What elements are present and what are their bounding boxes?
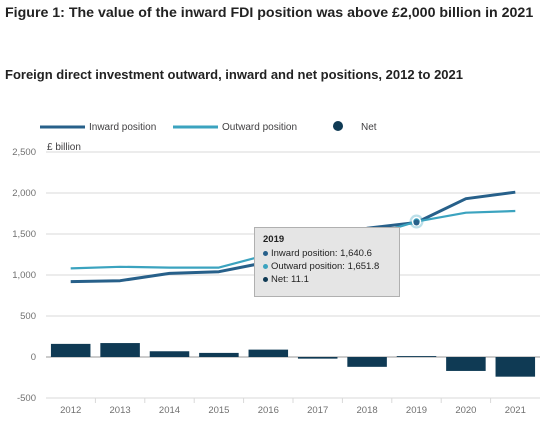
tooltip: 2019 Inward position: 1,640.6 Outward po… <box>254 227 400 297</box>
net-bar <box>347 357 387 367</box>
x-tick-label: 2013 <box>110 405 131 416</box>
net-bar <box>248 349 289 357</box>
chart-subtitle: Foreign direct investment outward, inwar… <box>5 67 463 82</box>
x-tick-label: 2015 <box>208 405 229 416</box>
legend: Inward position Outward position Net <box>40 121 377 133</box>
net-bars <box>50 343 536 377</box>
hover-marker <box>409 214 424 229</box>
x-tick-label: 2012 <box>60 405 81 416</box>
x-tick-label: 2019 <box>406 405 427 416</box>
tooltip-net-text: Net: 11.1 <box>271 274 309 285</box>
x-axis-ticks: 2012 2013 2014 2015 2016 2017 2018 2019 2020 2021 <box>60 398 526 416</box>
y-tick-label: 0 <box>31 352 36 363</box>
y-tick-label: 1,500 <box>12 229 36 240</box>
y-tick-label: 500 <box>20 311 36 322</box>
net-bar <box>50 343 91 357</box>
tooltip-outward-row: Outward position: 1,651.8 <box>263 260 391 273</box>
x-tick-label: 2016 <box>258 405 279 416</box>
legend-outward-label: Outward position <box>222 122 297 133</box>
net-bar <box>149 351 190 357</box>
net-bar <box>446 357 486 371</box>
inward-hover-point <box>413 219 420 226</box>
net-bar <box>495 357 536 377</box>
y-tick-label: 2,000 <box>12 188 36 199</box>
tooltip-year: 2019 <box>263 234 285 245</box>
y-tick-label: -500 <box>17 393 36 404</box>
tooltip-outward-dot <box>263 263 268 269</box>
chart-title: Figure 1: The value of the inward FDI po… <box>5 5 534 21</box>
net-bar <box>297 357 338 359</box>
legend-net-swatch <box>333 121 343 131</box>
x-tick-label: 2018 <box>357 405 378 416</box>
tooltip-inward-text: Inward position: 1,640.6 <box>271 248 372 259</box>
y-tick-label: 2,500 <box>12 147 36 158</box>
net-bar <box>396 356 437 357</box>
net-bar <box>199 352 239 357</box>
x-tick-label: 2014 <box>159 405 180 416</box>
x-tick-label: 2017 <box>307 405 328 416</box>
tooltip-outward-text: Outward position: 1,651.8 <box>271 261 380 272</box>
tooltip-inward-row: Inward position: 1,640.6 <box>263 247 391 260</box>
x-tick-label: 2021 <box>505 405 526 416</box>
tooltip-inward-dot <box>263 250 268 256</box>
y-axis-unit-label: £ billion <box>47 142 81 153</box>
tooltip-net-dot <box>263 276 268 282</box>
tooltip-net-row: Net: 11.1 <box>263 273 391 286</box>
y-tick-label: 1,000 <box>12 270 36 281</box>
net-bar <box>100 343 140 357</box>
legend-inward-label: Inward position <box>89 122 156 133</box>
x-tick-label: 2020 <box>455 405 476 416</box>
legend-net-label: Net <box>361 122 377 133</box>
y-axis-ticks: -500 0 500 1,000 1,500 2,000 2,500 <box>12 147 36 404</box>
